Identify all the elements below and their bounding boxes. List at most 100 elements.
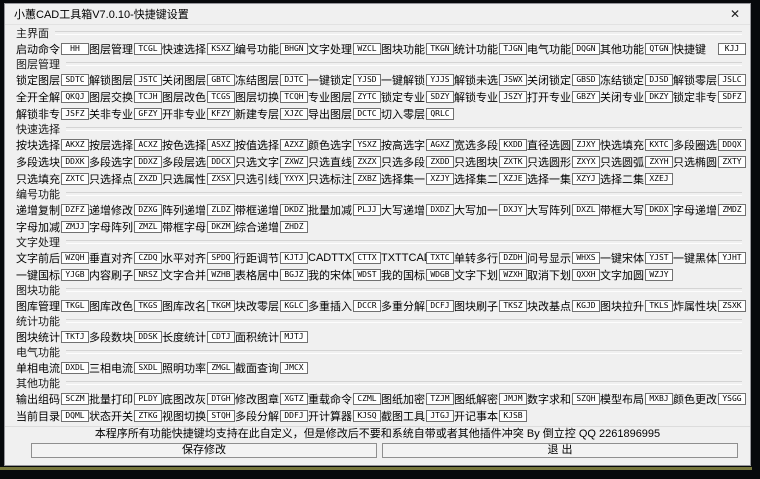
shortcut-input[interactable] [280,299,308,312]
shortcut-input[interactable] [353,155,381,168]
shortcut-input[interactable] [280,172,308,185]
shortcut-input[interactable] [207,203,235,216]
shortcut-input[interactable] [61,392,89,405]
shortcut-input[interactable] [426,409,454,422]
save-button[interactable]: 保存修改 [31,443,377,458]
shortcut-input[interactable] [645,299,673,312]
shortcut-input[interactable] [645,251,673,264]
shortcut-input[interactable] [499,203,527,216]
shortcut-input[interactable] [718,203,746,216]
shortcut-input[interactable] [61,172,89,185]
shortcut-input[interactable] [61,330,89,343]
shortcut-input[interactable] [718,90,746,103]
shortcut-input[interactable] [134,251,162,264]
shortcut-input[interactable] [134,409,162,422]
shortcut-input[interactable] [207,251,235,264]
shortcut-input[interactable] [645,268,673,281]
shortcut-input[interactable] [207,172,235,185]
shortcut-input[interactable] [718,42,746,55]
shortcut-input[interactable] [207,42,235,55]
shortcut-input[interactable] [718,155,746,168]
shortcut-input[interactable] [353,107,381,120]
shortcut-input[interactable] [353,392,381,405]
shortcut-input[interactable] [499,268,527,281]
shortcut-input[interactable] [718,299,746,312]
shortcut-input[interactable] [426,138,454,151]
shortcut-input[interactable] [134,299,162,312]
shortcut-input[interactable] [572,90,600,103]
shortcut-input[interactable] [207,409,235,422]
shortcut-input[interactable] [572,392,600,405]
shortcut-input[interactable] [61,138,89,151]
shortcut-input[interactable] [718,73,746,86]
shortcut-input[interactable] [426,299,454,312]
shortcut-input[interactable] [134,138,162,151]
shortcut-input[interactable] [499,73,527,86]
shortcut-input[interactable] [499,251,527,264]
shortcut-input[interactable] [572,172,600,185]
shortcut-input[interactable] [572,203,600,216]
shortcut-input[interactable] [61,299,89,312]
shortcut-input[interactable] [207,299,235,312]
shortcut-input[interactable] [61,107,89,120]
shortcut-input[interactable] [499,299,527,312]
shortcut-input[interactable] [280,330,308,343]
shortcut-input[interactable] [353,42,381,55]
shortcut-input[interactable] [645,73,673,86]
shortcut-input[interactable] [61,409,89,422]
shortcut-input[interactable] [207,107,235,120]
shortcut-input[interactable] [280,409,308,422]
shortcut-input[interactable] [353,172,381,185]
shortcut-input[interactable] [572,73,600,86]
shortcut-input[interactable] [134,220,162,233]
shortcut-input[interactable] [645,392,673,405]
close-icon[interactable]: ✕ [729,7,741,21]
shortcut-input[interactable] [207,73,235,86]
shortcut-input[interactable] [499,138,527,151]
shortcut-input[interactable] [280,42,308,55]
shortcut-input[interactable] [134,90,162,103]
shortcut-input[interactable] [61,220,89,233]
shortcut-input[interactable] [134,107,162,120]
shortcut-input[interactable] [280,268,308,281]
shortcut-input[interactable] [207,392,235,405]
shortcut-input[interactable] [280,73,308,86]
shortcut-input[interactable] [61,73,89,86]
shortcut-input[interactable] [134,268,162,281]
shortcut-input[interactable] [718,392,746,405]
shortcut-input[interactable] [353,138,381,151]
shortcut-input[interactable] [280,203,308,216]
shortcut-input[interactable] [134,73,162,86]
shortcut-input[interactable] [426,268,454,281]
shortcut-input[interactable] [61,42,89,55]
shortcut-input[interactable] [499,42,527,55]
shortcut-input[interactable] [499,409,527,422]
shortcut-input[interactable] [207,268,235,281]
shortcut-input[interactable] [353,299,381,312]
shortcut-input[interactable] [718,138,746,151]
shortcut-input[interactable] [207,330,235,343]
shortcut-input[interactable] [645,90,673,103]
shortcut-input[interactable] [426,155,454,168]
shortcut-input[interactable] [572,138,600,151]
shortcut-input[interactable] [718,251,746,264]
shortcut-input[interactable] [61,361,89,374]
shortcut-input[interactable] [426,251,454,264]
shortcut-input[interactable] [280,392,308,405]
shortcut-input[interactable] [645,155,673,168]
shortcut-input[interactable] [353,268,381,281]
shortcut-input[interactable] [61,268,89,281]
shortcut-input[interactable] [207,155,235,168]
shortcut-input[interactable] [499,392,527,405]
shortcut-input[interactable] [572,42,600,55]
shortcut-input[interactable] [426,42,454,55]
shortcut-input[interactable] [426,90,454,103]
shortcut-input[interactable] [207,220,235,233]
shortcut-input[interactable] [645,42,673,55]
shortcut-input[interactable] [280,155,308,168]
shortcut-input[interactable] [280,251,308,264]
shortcut-input[interactable] [353,251,381,264]
shortcut-input[interactable] [134,172,162,185]
shortcut-input[interactable] [572,155,600,168]
shortcut-input[interactable] [280,361,308,374]
